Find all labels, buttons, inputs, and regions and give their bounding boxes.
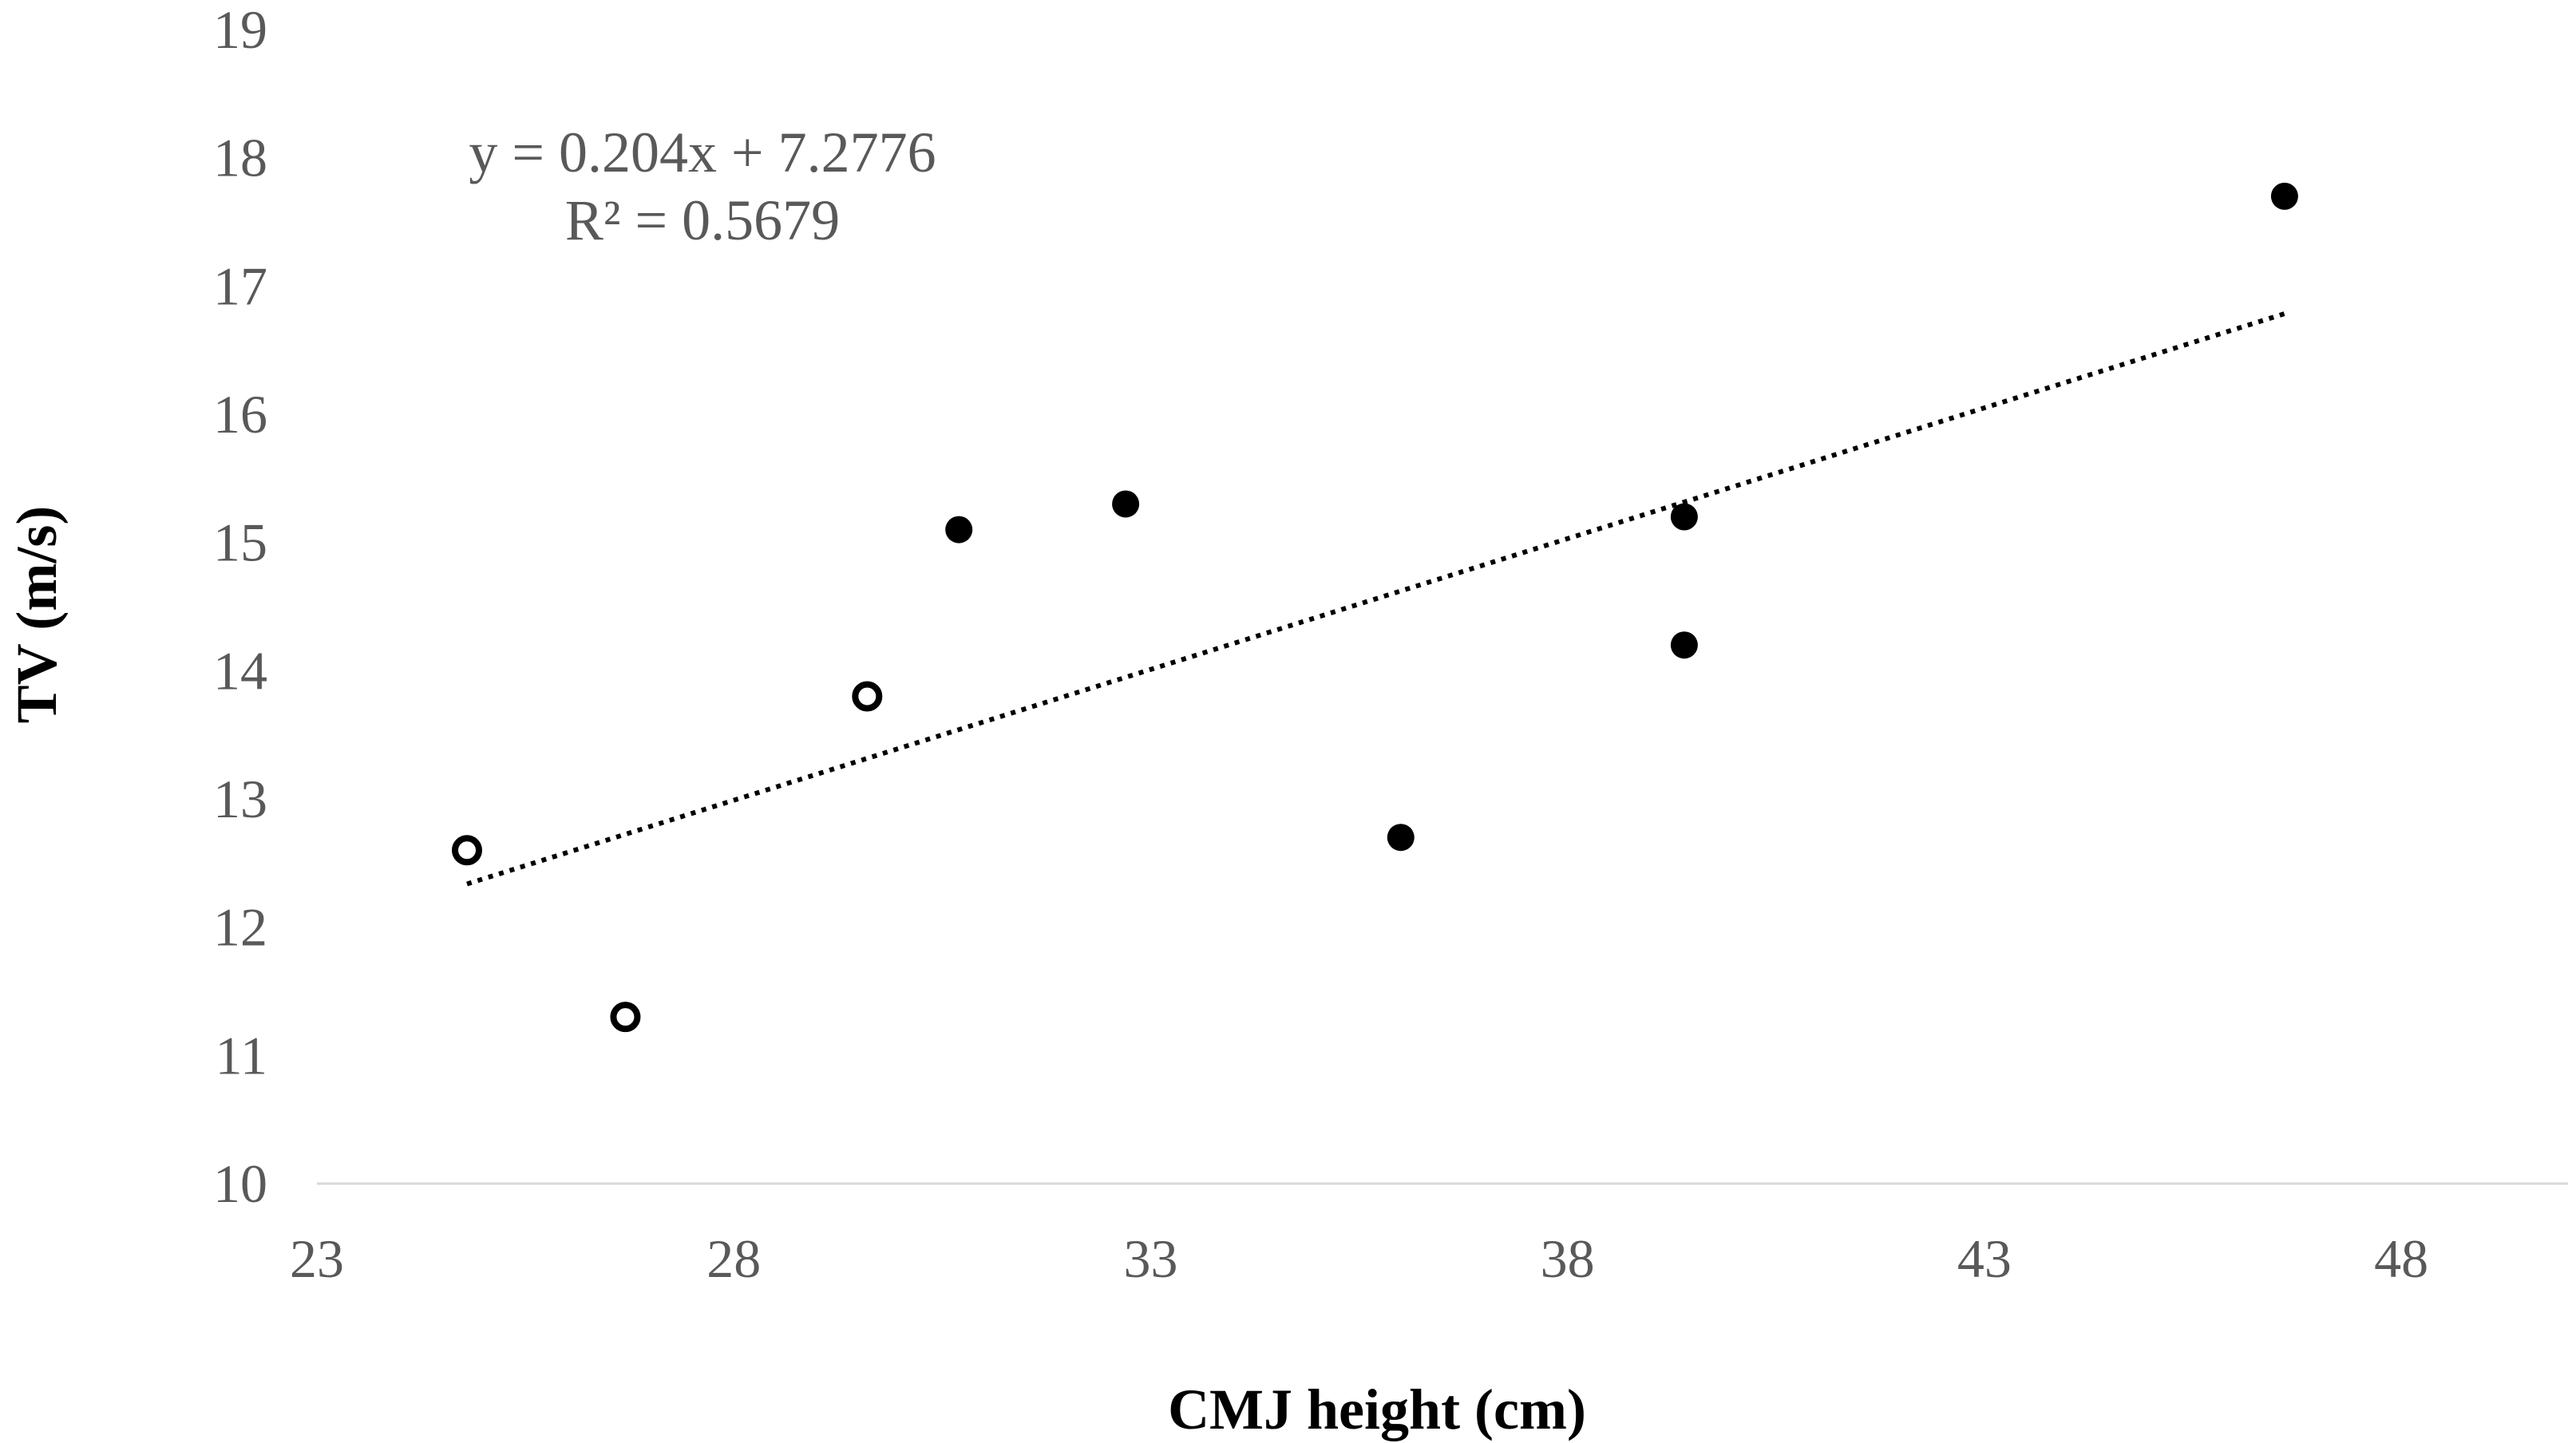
trendline-r-squared: R² = 0.5679 [565,188,840,252]
x-axis-title: CMJ height (cm) [1168,1378,1586,1441]
data-points [452,182,2298,1033]
data-point-open [852,681,883,712]
trendline-group [466,311,2285,887]
y-tick-label: 16 [213,384,267,445]
y-tick-label: 19 [213,0,267,60]
data-point-filled [1387,824,1415,852]
data-point-filled [1670,631,1698,659]
y-tick-label: 11 [216,1025,267,1085]
y-axis-title: TV (m/s) [5,506,69,724]
y-tick-label: 14 [213,640,267,701]
data-point-filled [1670,503,1698,531]
y-tick-label: 17 [213,255,267,316]
y-tick-label: 13 [213,769,267,829]
x-tick-label: 23 [290,1228,344,1289]
x-tick-label: 28 [706,1228,761,1289]
data-point-open [452,835,482,866]
y-tick-label: 10 [213,1153,267,1214]
trendline [466,311,2285,887]
x-axis-tick-labels: 23 28 33 38 43 48 [290,1228,2428,1289]
x-tick-label: 43 [1957,1228,2012,1289]
x-tick-label: 38 [1541,1228,1595,1289]
data-point-filled [1112,490,1140,518]
trendline-equation: y = 0.204x + 7.2776 [469,121,936,184]
data-point-filled [2270,182,2298,210]
data-point-open [610,1002,641,1033]
y-tick-label: 12 [213,897,267,958]
y-axis-tick-labels: 10 11 12 13 14 15 16 17 18 19 [213,0,267,1214]
y-tick-label: 18 [213,128,267,188]
x-tick-label: 33 [1123,1228,1177,1289]
x-tick-label: 48 [2374,1228,2428,1289]
y-tick-label: 15 [213,512,267,573]
data-point-filled [945,516,973,544]
